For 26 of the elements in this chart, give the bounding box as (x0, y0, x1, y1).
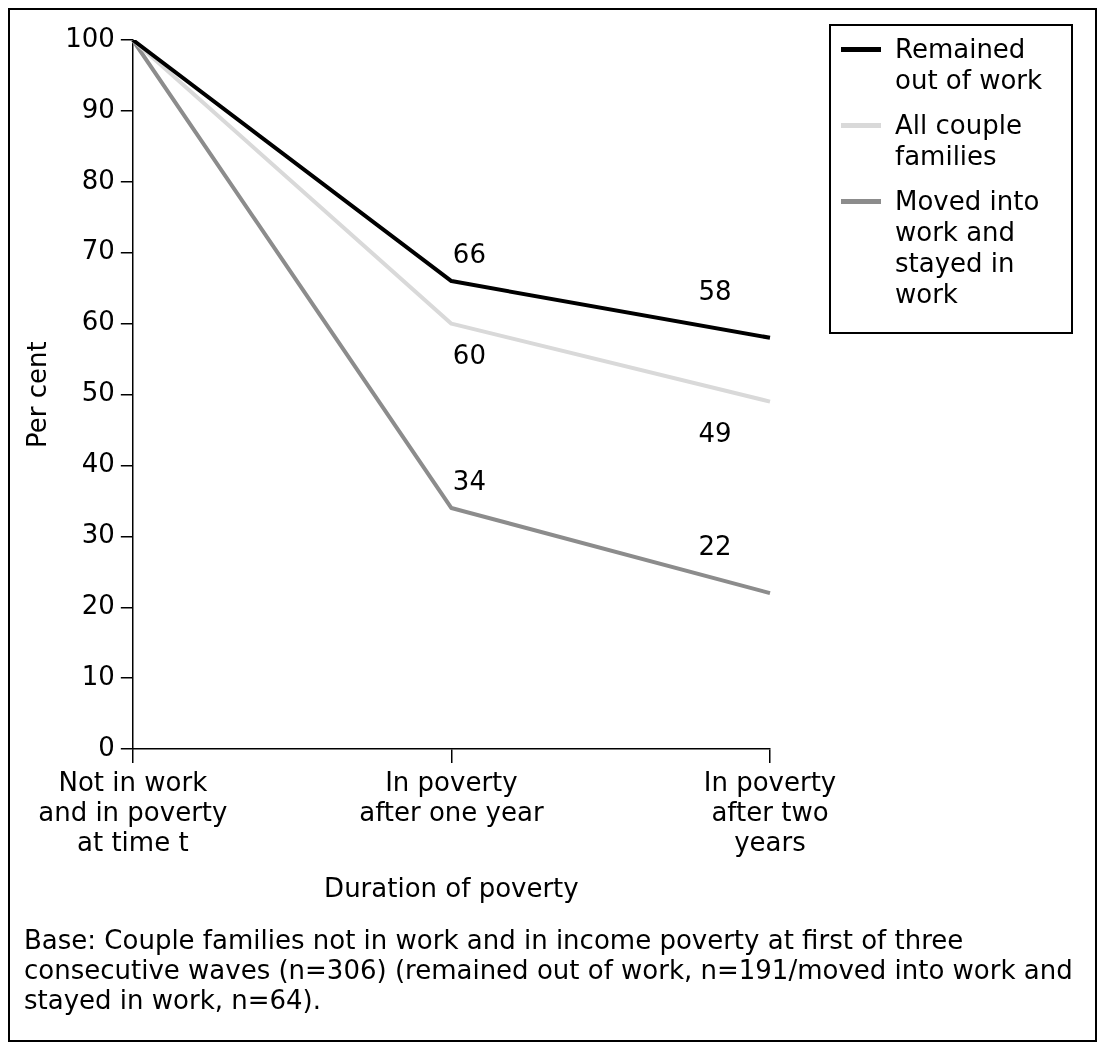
data-label: 58 (698, 275, 732, 306)
y-tick-label: 10 (81, 660, 115, 691)
y-tick-label: 60 (81, 306, 115, 337)
y-axis-title: Per cent (22, 341, 53, 448)
y-tick-label: 90 (81, 93, 115, 124)
x-tick-label: Not in work and in poverty at time t (38, 766, 228, 857)
y-tick-label: 40 (81, 448, 115, 479)
y-tick-label: 70 (81, 235, 115, 266)
x-tick-label: In poverty after one year (359, 766, 544, 827)
data-label: 49 (698, 417, 732, 448)
data-label: 66 (452, 239, 486, 270)
legend-label: Moved into work and stayed in work (895, 186, 1041, 310)
y-tick-label: 50 (81, 377, 115, 408)
data-label: 22 (698, 531, 732, 562)
y-tick-label: 100 (65, 22, 115, 53)
x-axis-title: Duration of poverty (324, 873, 579, 904)
text: Base: Couple families not in work and in income poverty at first of three consecutive waves (n=306) (remained out of work, n=191/moved into work and stayed in work, n=64). (24, 925, 1074, 1015)
y-tick-label: 20 (81, 590, 115, 621)
y-tick-label: 0 (98, 731, 115, 762)
data-label: 60 (452, 339, 486, 370)
y-tick-label: 30 (81, 519, 115, 550)
y-tick-label: 80 (81, 164, 115, 195)
data-label: 34 (452, 466, 486, 497)
legend-label: Remained out of work (895, 34, 1044, 96)
x-tick-label: In poverty after two years (703, 766, 837, 857)
legend-label: All couple families (895, 110, 1023, 172)
